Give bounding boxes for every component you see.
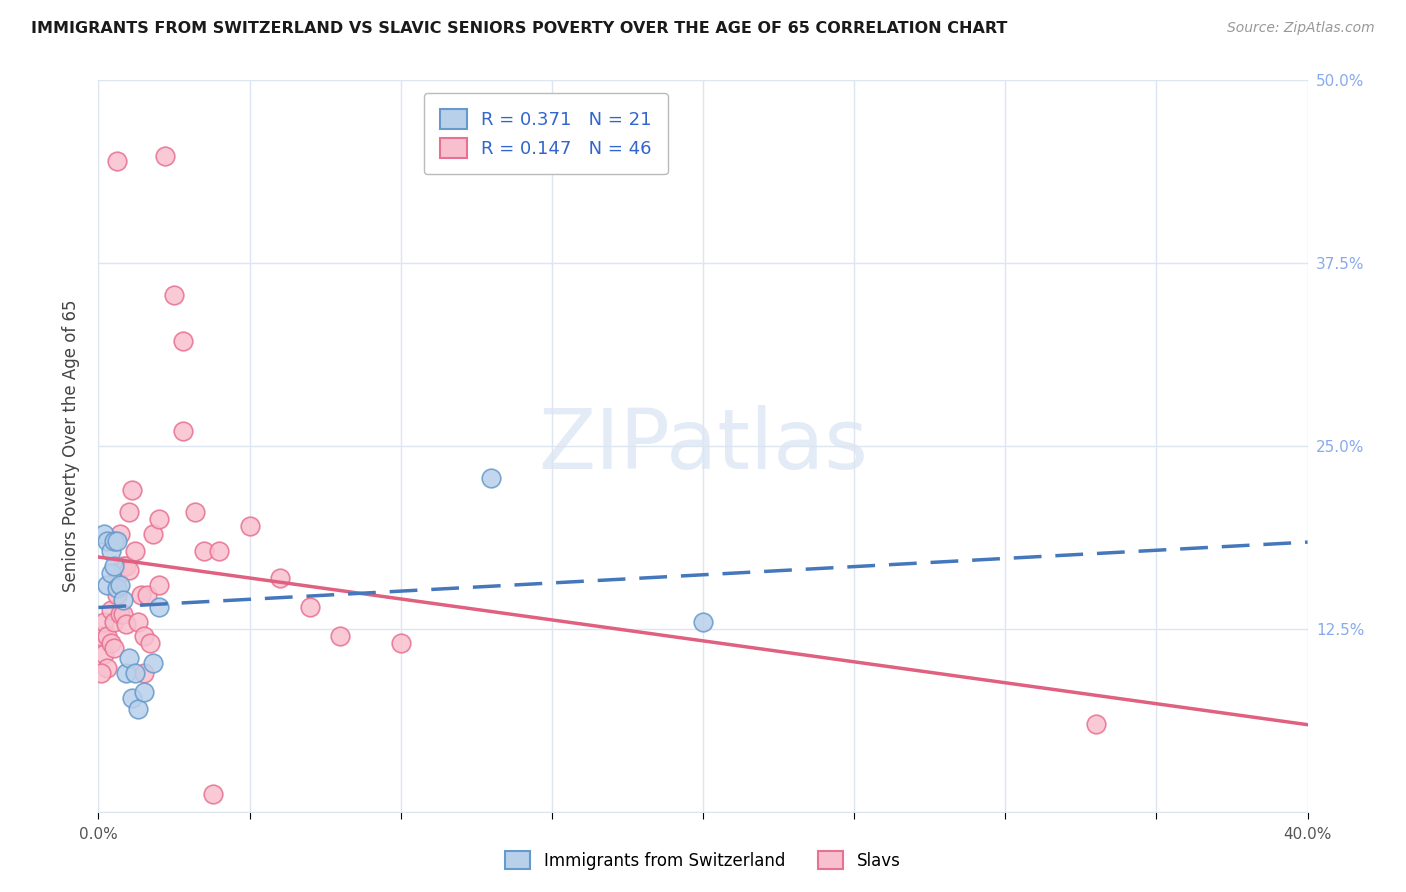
Point xyxy=(105,581,128,595)
Point xyxy=(124,665,146,680)
Point xyxy=(93,647,115,661)
Point xyxy=(118,651,141,665)
Point xyxy=(135,588,157,602)
Point xyxy=(111,558,134,573)
Text: Source: ZipAtlas.com: Source: ZipAtlas.com xyxy=(1227,21,1375,35)
Point xyxy=(105,571,128,585)
Point xyxy=(208,544,231,558)
Point xyxy=(90,629,112,643)
Point xyxy=(153,149,176,163)
Point xyxy=(114,617,136,632)
Point xyxy=(108,578,131,592)
Point xyxy=(93,615,115,629)
Point xyxy=(132,685,155,699)
Point xyxy=(127,702,149,716)
Y-axis label: Seniors Poverty Over the Age of 65: Seniors Poverty Over the Age of 65 xyxy=(62,300,80,592)
Point xyxy=(121,690,143,705)
Point xyxy=(184,505,207,519)
Point xyxy=(389,636,412,650)
Legend: Immigrants from Switzerland, Slavs: Immigrants from Switzerland, Slavs xyxy=(499,845,907,877)
Point xyxy=(127,615,149,629)
Point xyxy=(111,592,134,607)
Point xyxy=(96,661,118,675)
Point xyxy=(100,603,122,617)
Point xyxy=(148,578,170,592)
Point xyxy=(299,599,322,614)
Point xyxy=(108,607,131,622)
Legend: R = 0.371   N = 21, R = 0.147   N = 46: R = 0.371 N = 21, R = 0.147 N = 46 xyxy=(423,93,668,174)
Point xyxy=(96,629,118,643)
Point xyxy=(132,665,155,680)
Point xyxy=(105,534,128,549)
Point xyxy=(481,471,503,485)
Point xyxy=(118,505,141,519)
Point xyxy=(163,288,186,302)
Point xyxy=(105,588,128,602)
Point xyxy=(105,153,128,168)
Point xyxy=(100,544,122,558)
Point xyxy=(148,599,170,614)
Point xyxy=(692,615,714,629)
Point xyxy=(239,519,262,533)
Point xyxy=(93,526,115,541)
Point xyxy=(193,544,215,558)
Point xyxy=(103,615,125,629)
Point xyxy=(202,787,225,801)
Point xyxy=(96,578,118,592)
Point xyxy=(142,656,165,670)
Point xyxy=(100,636,122,650)
Point xyxy=(329,629,352,643)
Point xyxy=(129,588,152,602)
Point xyxy=(118,563,141,577)
Point xyxy=(142,526,165,541)
Point xyxy=(111,607,134,622)
Point xyxy=(148,512,170,526)
Point xyxy=(132,629,155,643)
Point xyxy=(103,558,125,573)
Point xyxy=(108,526,131,541)
Point xyxy=(103,534,125,549)
Text: ZIPatlas: ZIPatlas xyxy=(538,406,868,486)
Point xyxy=(1085,717,1108,731)
Point xyxy=(114,665,136,680)
Point xyxy=(100,566,122,581)
Point xyxy=(90,665,112,680)
Point xyxy=(121,483,143,497)
Point xyxy=(139,636,162,650)
Point xyxy=(103,640,125,655)
Point xyxy=(96,534,118,549)
Point xyxy=(124,544,146,558)
Point xyxy=(172,334,194,348)
Text: IMMIGRANTS FROM SWITZERLAND VS SLAVIC SENIORS POVERTY OVER THE AGE OF 65 CORRELA: IMMIGRANTS FROM SWITZERLAND VS SLAVIC SE… xyxy=(31,21,1007,36)
Point xyxy=(269,571,291,585)
Point xyxy=(114,558,136,573)
Point xyxy=(172,425,194,439)
